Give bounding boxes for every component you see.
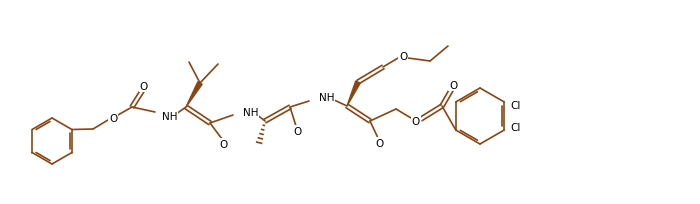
Text: O: O xyxy=(294,126,302,136)
Text: O: O xyxy=(399,52,407,62)
Text: Cl: Cl xyxy=(510,122,521,132)
Text: NH: NH xyxy=(243,108,258,118)
Text: O: O xyxy=(220,139,228,149)
Text: O: O xyxy=(140,82,148,92)
Polygon shape xyxy=(186,82,202,108)
Text: O: O xyxy=(109,113,117,123)
Text: NH: NH xyxy=(162,111,178,121)
Text: NH: NH xyxy=(319,93,335,102)
Text: O: O xyxy=(412,116,420,126)
Text: O: O xyxy=(375,138,383,148)
Polygon shape xyxy=(347,82,360,106)
Text: Cl: Cl xyxy=(510,101,521,110)
Text: O: O xyxy=(449,81,457,91)
